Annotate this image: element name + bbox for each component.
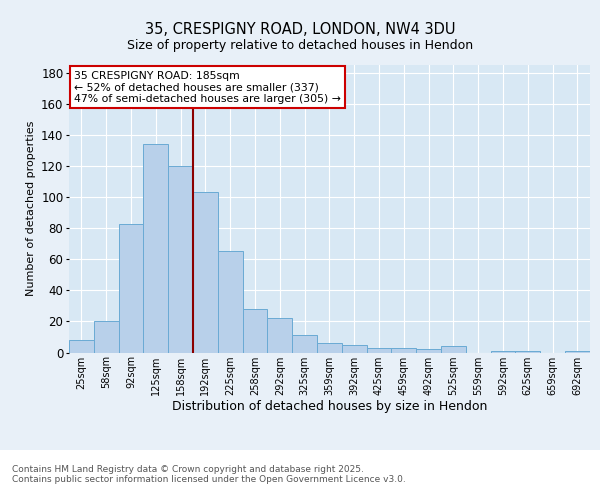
Y-axis label: Number of detached properties: Number of detached properties	[26, 121, 35, 296]
Bar	[218, 252, 242, 352]
Text: Contains HM Land Registry data © Crown copyright and database right 2025.
Contai: Contains HM Land Registry data © Crown c…	[12, 465, 406, 484]
Bar	[242, 309, 268, 352]
Bar	[416, 350, 441, 352]
Bar	[342, 344, 367, 352]
Bar	[292, 336, 317, 352]
Bar	[491, 351, 515, 352]
Bar	[367, 348, 391, 352]
Text: Size of property relative to detached houses in Hendon: Size of property relative to detached ho…	[127, 38, 473, 52]
Bar	[317, 343, 342, 352]
Bar	[391, 348, 416, 352]
Bar	[441, 346, 466, 352]
X-axis label: Distribution of detached houses by size in Hendon: Distribution of detached houses by size …	[172, 400, 487, 413]
Bar	[119, 224, 143, 352]
Bar	[268, 318, 292, 352]
Bar	[94, 322, 119, 352]
Bar	[193, 192, 218, 352]
Bar	[143, 144, 168, 352]
Bar	[565, 351, 590, 352]
Bar	[69, 340, 94, 352]
Bar	[515, 351, 540, 352]
Text: 35, CRESPIGNY ROAD, LONDON, NW4 3DU: 35, CRESPIGNY ROAD, LONDON, NW4 3DU	[145, 22, 455, 38]
Bar	[168, 166, 193, 352]
Text: 35 CRESPIGNY ROAD: 185sqm
← 52% of detached houses are smaller (337)
47% of semi: 35 CRESPIGNY ROAD: 185sqm ← 52% of detac…	[74, 71, 341, 104]
